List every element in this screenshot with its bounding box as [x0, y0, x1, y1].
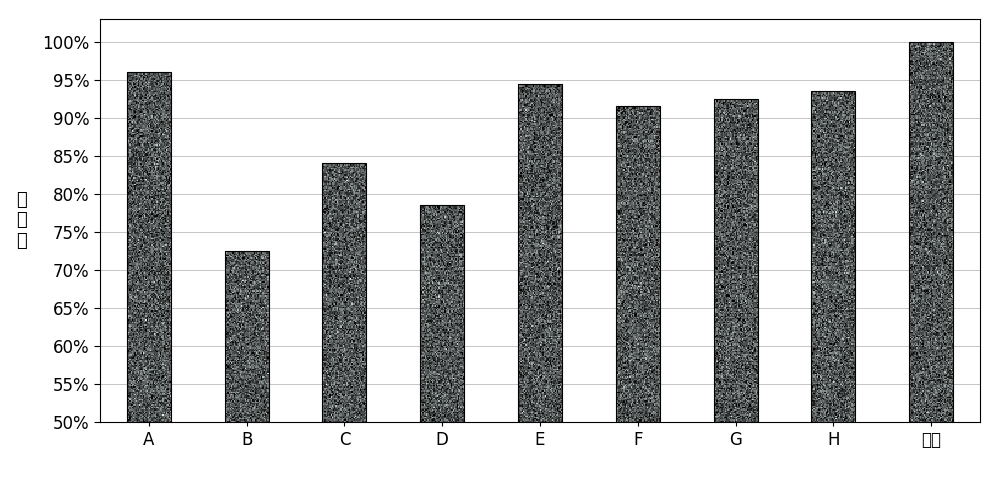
Bar: [909, 42, 953, 422]
Bar: [518, 84, 562, 422]
Bar: [127, 72, 171, 422]
Y-axis label: 杀
伤
率: 杀 伤 率: [16, 191, 27, 250]
Bar: [420, 205, 464, 422]
Bar: [225, 251, 269, 422]
Bar: [811, 91, 855, 422]
Bar: [616, 106, 660, 422]
Bar: [322, 163, 366, 422]
Bar: [714, 99, 758, 422]
